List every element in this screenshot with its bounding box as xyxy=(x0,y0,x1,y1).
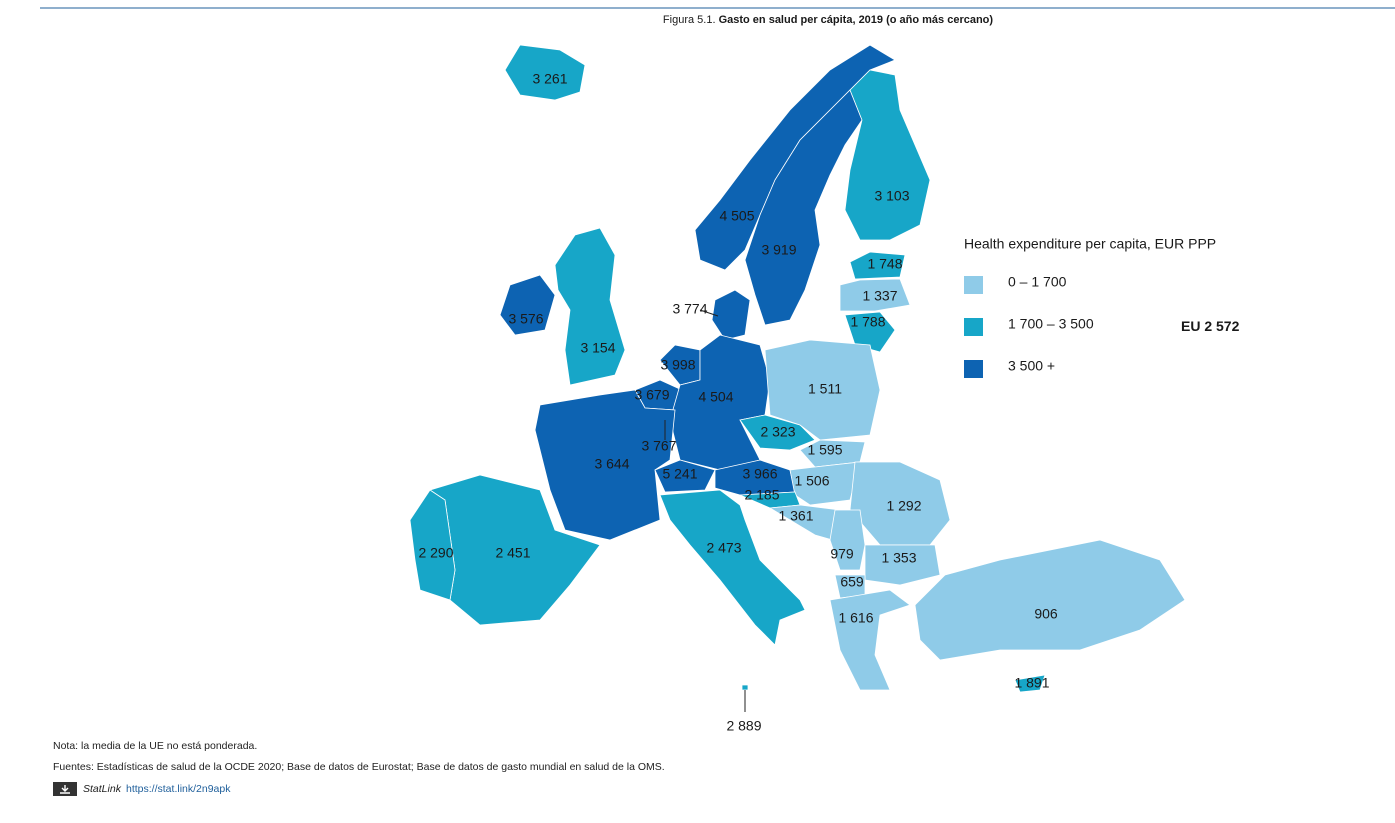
country xyxy=(844,311,896,353)
country-value: 3 966 xyxy=(742,466,777,482)
country-value: 1 292 xyxy=(886,498,921,514)
country xyxy=(499,274,556,336)
legend-swatch xyxy=(964,360,983,378)
country-value: 1 506 xyxy=(794,473,829,489)
country-value: 1 595 xyxy=(807,442,842,458)
country xyxy=(914,539,1186,661)
country xyxy=(799,439,866,468)
figure-prefix: Figura 5.1. xyxy=(663,14,716,26)
legend-label: 1 700 – 3 500 xyxy=(1008,316,1094,332)
country-value: 2 185 xyxy=(744,487,779,503)
country-value: 5 241 xyxy=(662,466,697,482)
country-value: 3 154 xyxy=(580,340,615,356)
country-value: 1 511 xyxy=(808,381,842,397)
country-value: 1 788 xyxy=(850,314,885,330)
country-value: 2 451 xyxy=(495,545,530,561)
country-value: 3 644 xyxy=(594,456,629,472)
note: Nota: la media de la UE no está ponderad… xyxy=(53,740,257,752)
country-value: 3 919 xyxy=(761,242,796,258)
country xyxy=(829,589,911,691)
leader-line xyxy=(699,309,719,317)
eu-label: EU xyxy=(1181,318,1200,334)
country xyxy=(654,459,716,493)
country-value: 3 576 xyxy=(508,311,543,327)
eu-value: 2 572 xyxy=(1204,318,1239,334)
country-value: 2 473 xyxy=(706,540,741,556)
legend-swatch xyxy=(964,318,983,336)
map-shapes xyxy=(409,44,1186,693)
country xyxy=(849,251,906,280)
statlink: StatLink xyxy=(83,783,122,795)
country-value: 3 767 xyxy=(641,438,676,454)
sources: Fuentes: Estadísticas de salud de la OCD… xyxy=(53,761,665,773)
legend-title: Health expenditure per capita, EUR PPP xyxy=(964,236,1216,252)
country-value: 3 679 xyxy=(634,387,669,403)
country-value: 3 103 xyxy=(874,188,909,204)
country-value: 1 616 xyxy=(838,610,873,626)
country xyxy=(844,69,931,241)
country-value: 4 504 xyxy=(698,389,733,405)
country-value: 1 891 xyxy=(1014,675,1049,691)
country xyxy=(504,44,586,101)
country-value: 3 261 xyxy=(532,71,567,87)
country-value: 1 748 xyxy=(867,256,902,272)
country xyxy=(741,684,749,691)
country-value: 3 998 xyxy=(660,357,695,373)
country xyxy=(829,509,866,571)
statlink-url[interactable]: https://stat.link/2n9apk xyxy=(126,783,231,795)
country-value: 2 889 xyxy=(726,718,761,734)
country xyxy=(409,489,456,601)
country-value: 906 xyxy=(1034,606,1058,622)
figure-title: Figura 5.1. Gasto en salud per cápita, 2… xyxy=(663,14,993,26)
country xyxy=(839,278,911,312)
country xyxy=(739,414,816,451)
country xyxy=(864,544,941,586)
country-value: 3 774 xyxy=(672,301,707,317)
figure-heading: Gasto en salud per cápita, 2019 (o año m… xyxy=(719,14,994,26)
country xyxy=(659,489,806,646)
legend: 0 – 1 700 1 700 – 3 500 3 500 + xyxy=(964,274,1094,378)
country-value: 4 505 xyxy=(719,208,754,224)
country-value: 1 361 xyxy=(778,508,813,524)
country xyxy=(711,289,751,341)
country-value: 1 337 xyxy=(862,288,897,304)
country-value: 979 xyxy=(830,546,854,562)
legend-swatch xyxy=(964,276,983,294)
map-labels: 3 261 4 505 3 919 3 103 1 748 1 337 1 788 3 774… xyxy=(418,71,1057,734)
legend-label: 3 500 + xyxy=(1008,358,1055,374)
legend-label: 0 – 1 700 xyxy=(1008,274,1067,290)
download-arrow xyxy=(60,785,70,794)
country-value: 2 290 xyxy=(418,545,453,561)
eu-average: EU 2 572 xyxy=(1181,318,1240,334)
country xyxy=(744,89,863,326)
country-value: 659 xyxy=(840,574,864,590)
country xyxy=(764,339,881,441)
country-value: 2 323 xyxy=(760,424,795,440)
country xyxy=(1014,674,1046,693)
country xyxy=(554,227,626,386)
country-value: 1 353 xyxy=(881,550,916,566)
